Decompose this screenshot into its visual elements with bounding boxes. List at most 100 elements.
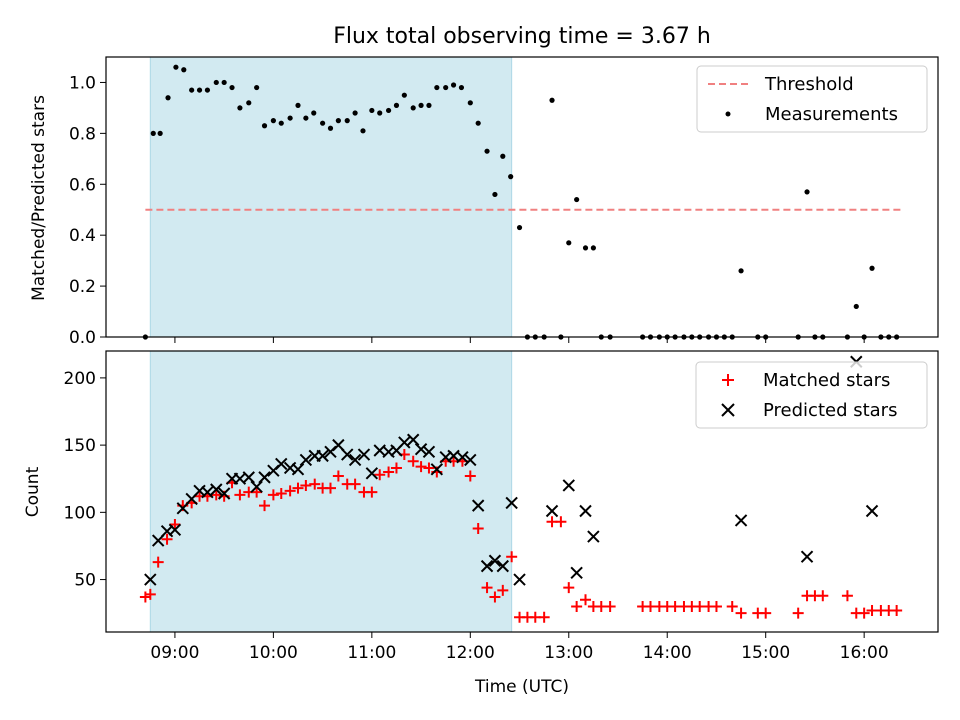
measurements-point (853, 303, 859, 310)
matched-stars-legend-label: Matched stars (763, 370, 890, 391)
measurements-point (360, 128, 366, 134)
measurements-point (434, 84, 440, 91)
matched-stars-point (366, 486, 378, 498)
measurements-point (295, 102, 301, 108)
predicted-stars-point (562, 479, 575, 492)
predicted-stars-point (496, 559, 510, 573)
x-tick-label: 12:00 (446, 643, 495, 663)
measurements-point (287, 115, 293, 121)
top-panel-y-tick-label: 0.0 (69, 328, 96, 348)
measurements-point (261, 123, 268, 129)
x-tick-label: 10:00 (249, 643, 298, 663)
measurements-point (458, 84, 465, 91)
matched-stars-point (726, 600, 738, 612)
matched-stars-point (481, 582, 493, 594)
measurements-point (335, 118, 341, 124)
predicted-stars-point (422, 445, 436, 459)
matched-stars-point (144, 588, 156, 600)
bottom-panel-legend-box (695, 361, 928, 429)
x-tick-label: 13:00 (544, 643, 593, 663)
measurements-point (450, 82, 457, 88)
measurements-point (173, 64, 179, 70)
measurements-point (443, 84, 449, 91)
measurements-point (221, 79, 227, 86)
measurements-point (549, 97, 555, 103)
measurements-point (327, 125, 334, 131)
bottom-panel-y-tick-label: 100 (64, 503, 96, 523)
matched-stars-point (169, 518, 181, 530)
top-panel-legend-box (696, 65, 928, 133)
matched-stars-point (817, 590, 829, 602)
matched-stars-point (571, 600, 583, 612)
matched-stars-point (390, 462, 402, 474)
matched-stars-point (324, 482, 336, 494)
matched-stars-point (210, 489, 222, 501)
measurements-point (196, 87, 203, 93)
measurements-point (582, 245, 589, 251)
predicted-stars-point (488, 554, 502, 567)
measurements-point (377, 110, 383, 116)
measurements-point (344, 118, 350, 124)
measurements-point (484, 148, 490, 154)
predicted-stars-point (587, 530, 600, 543)
measurements-point (869, 265, 875, 271)
matched-stars-point (841, 590, 853, 602)
predicted-stars-point (480, 559, 494, 573)
predicted-stars-point (341, 448, 354, 461)
predicted-stars-point (456, 451, 469, 464)
measurements-point (804, 189, 810, 195)
predicted-stars-point (348, 453, 362, 467)
predicted-stars-point (217, 487, 231, 500)
top-panel-y-tick-label: 0.4 (69, 226, 96, 246)
matched-stars-point (555, 516, 567, 528)
top-panel-y-tick-label: 0.2 (69, 277, 96, 297)
matched-stars-point (604, 600, 616, 612)
predicted-stars-point (471, 499, 485, 512)
predicted-stars-point (201, 485, 214, 499)
predicted-stars-point (800, 550, 814, 563)
matched-stars-point (407, 455, 419, 467)
matched-stars-point (415, 461, 427, 473)
measurements-legend-swatch (725, 111, 731, 117)
matched-stars-point (891, 604, 903, 616)
predicted-stars-point (464, 453, 477, 467)
matched-stars-point (292, 482, 304, 494)
measurements-point (566, 240, 572, 246)
matched-stars-legend-swatch (722, 374, 734, 386)
predicted-stars-point (275, 457, 288, 471)
measurements-point (385, 107, 392, 114)
predicted-stars-legend-label: Predicted stars (763, 400, 897, 421)
matched-stars-point (580, 594, 592, 606)
bottom-panel-y-tick-label: 150 (64, 436, 96, 456)
matched-stars-point (760, 607, 772, 619)
measurements-point (738, 268, 744, 274)
matched-stars-point (489, 591, 501, 603)
matched-stars-point (332, 470, 344, 482)
measurements-point (303, 115, 309, 121)
measurements-point (426, 102, 432, 108)
predicted-stars-point (513, 573, 526, 586)
measurements-point (246, 100, 252, 106)
matched-stars-point (275, 488, 287, 500)
measurements-point (500, 153, 506, 159)
measurements-point (278, 120, 284, 126)
top-panel-y-tick-label: 1.0 (69, 73, 96, 93)
measurements-point (508, 174, 514, 180)
bottom-panel-y-axis-label: Count (23, 466, 43, 517)
top-panel-legend: Threshold Measurements (696, 65, 928, 133)
predicted-stars-point (414, 442, 428, 456)
predicted-stars-point (430, 463, 444, 476)
measurements-point (590, 245, 596, 251)
predicted-stars-point (242, 471, 255, 484)
predicted-stars-legend-swatch (721, 403, 735, 417)
measurements-point (165, 95, 171, 101)
x-tick-label: 11:00 (347, 643, 396, 663)
top-panel-y-axis-label: Matched/Predicted stars (29, 95, 49, 301)
measurements-point (492, 191, 498, 198)
measurements-point (369, 107, 375, 114)
matched-stars-point (284, 485, 296, 497)
measurements-point (157, 130, 163, 136)
bottom-panel-y-tick-label: 200 (64, 369, 96, 389)
measurements-point (237, 105, 243, 111)
